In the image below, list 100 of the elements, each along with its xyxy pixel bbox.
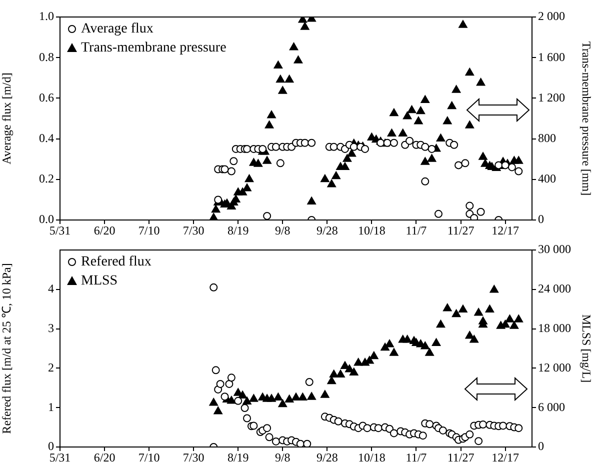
x-tick-label: 9/28 <box>316 223 338 238</box>
point <box>307 392 316 400</box>
x-tick-label: 11/27 <box>447 223 474 238</box>
point <box>230 157 238 166</box>
point <box>474 308 483 316</box>
y2-tick-label: 18 000 <box>538 320 571 335</box>
x-tick-label: 7/10 <box>138 223 160 238</box>
y2-tick-label: 800 <box>538 130 556 145</box>
point <box>514 314 524 322</box>
point <box>349 368 358 376</box>
point <box>340 361 350 369</box>
point <box>505 314 514 322</box>
y2-axis-title: MLSS [mg/L] <box>580 314 593 383</box>
point <box>443 303 452 312</box>
y2-tick-label: 6 000 <box>538 400 565 414</box>
point <box>238 390 247 399</box>
point <box>432 338 441 346</box>
point <box>452 309 461 318</box>
y2-tick-label: 2 000 <box>538 9 565 24</box>
y-axis-title: Average flux [m/d] <box>0 72 14 164</box>
point <box>227 396 236 404</box>
point <box>390 348 398 356</box>
legend-label: MLSS <box>81 274 118 289</box>
x-tick-label: 7/30 <box>182 223 204 238</box>
point <box>428 144 436 153</box>
point <box>478 316 488 324</box>
x-tick-label: 10/18 <box>358 223 386 238</box>
point <box>508 163 516 172</box>
point <box>274 392 283 400</box>
y-axis-title: Refered flux [m/d at 25 ℃, 10 kPa] <box>0 263 14 434</box>
point <box>421 177 430 186</box>
point <box>243 144 252 153</box>
point <box>308 138 316 147</box>
point <box>421 142 430 151</box>
x-tick-label: 12/17 <box>492 223 519 238</box>
x-tick-label: 6/20 <box>94 223 116 238</box>
y-tick-label: 1 <box>48 400 54 414</box>
point <box>298 392 308 400</box>
y2-axis-title: Trans-membrane pressure [mm] <box>580 41 593 196</box>
point <box>470 214 478 220</box>
y2-tick-label: 0 <box>538 439 544 454</box>
point <box>510 321 519 329</box>
point <box>436 320 446 328</box>
y-tick-label: 0.2 <box>39 172 54 186</box>
x-tick-label: 9/28 <box>316 450 338 464</box>
point <box>350 142 358 151</box>
y2-tick-label: 1 200 <box>538 90 565 104</box>
point <box>263 212 272 220</box>
y-tick-label: 2 <box>48 360 54 374</box>
y-tick-label: 0.6 <box>39 90 54 104</box>
y2-tick-label: 400 <box>538 172 556 186</box>
legend-label: Average flux <box>81 22 154 37</box>
y2-tick-label: 12 000 <box>538 360 571 374</box>
point <box>227 167 236 176</box>
point <box>466 202 474 210</box>
y-tick-label: 0.8 <box>39 50 54 64</box>
point <box>434 210 442 218</box>
y2-tick-label: 24 000 <box>538 282 571 296</box>
legend-label: Trans-membrane pressure <box>81 40 226 56</box>
point <box>330 142 338 151</box>
y2-tick-label: 1 600 <box>538 50 565 64</box>
point <box>485 304 494 313</box>
x-tick-label: 10/18 <box>358 450 386 464</box>
point <box>420 342 430 350</box>
x-tick-label: 8/19 <box>227 450 249 464</box>
y2-tick-label: 30 000 <box>538 242 571 256</box>
x-tick-label: 9/8 <box>274 450 290 464</box>
x-tick-label: 12/17 <box>492 450 519 464</box>
point <box>267 394 276 402</box>
point <box>458 304 468 313</box>
x-tick-label: 8/19 <box>227 223 249 238</box>
point <box>242 396 252 404</box>
x-tick-label: 9/8 <box>274 223 290 238</box>
point <box>272 142 280 151</box>
point <box>376 138 385 147</box>
point <box>450 140 458 149</box>
x-tick-label: 11/7 <box>406 450 427 464</box>
x-tick-label: 6/20 <box>94 450 116 464</box>
point <box>425 348 434 356</box>
point <box>370 351 378 360</box>
point <box>278 399 288 408</box>
point <box>470 334 479 343</box>
x-tick-label: 7/10 <box>138 450 160 464</box>
point <box>361 144 370 153</box>
point <box>490 285 499 293</box>
x-tick-label: 7/30 <box>182 450 204 464</box>
point <box>383 138 392 147</box>
point <box>501 161 510 170</box>
point <box>406 136 414 145</box>
x-tick-label: 11/27 <box>447 450 474 464</box>
point <box>390 138 398 147</box>
point <box>402 334 412 343</box>
point <box>284 394 294 402</box>
x-tick-label: 11/7 <box>406 223 427 238</box>
point <box>476 208 485 216</box>
legend-label: Refered flux <box>81 254 152 270</box>
point <box>276 159 284 168</box>
point <box>354 358 363 366</box>
point <box>214 406 222 414</box>
point <box>385 340 394 348</box>
